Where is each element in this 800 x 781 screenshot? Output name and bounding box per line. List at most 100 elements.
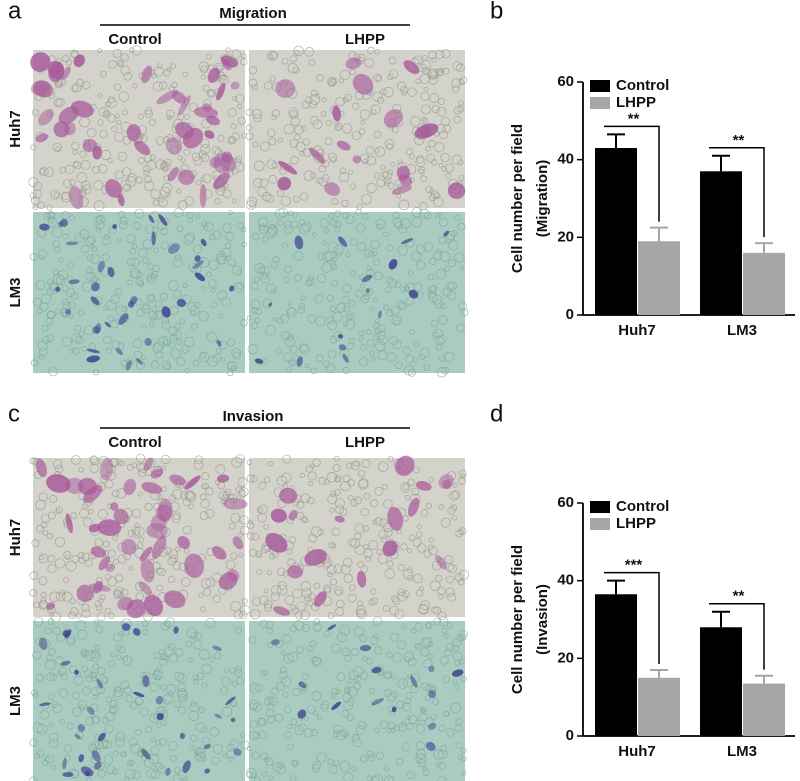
cell-texture <box>89 703 99 713</box>
column-label: LHPP <box>345 31 385 48</box>
cell-texture <box>320 700 330 709</box>
stain <box>92 580 103 594</box>
cell-texture <box>433 328 443 338</box>
stain <box>97 732 106 742</box>
stain <box>132 628 141 636</box>
stain <box>387 506 404 531</box>
cell-texture <box>72 82 82 93</box>
cell-texture <box>367 46 375 55</box>
stain <box>443 230 450 237</box>
cell-texture <box>428 653 434 660</box>
cell-texture <box>444 554 454 564</box>
cell-texture <box>435 268 447 280</box>
cell-texture <box>440 117 450 127</box>
y-tick-label: 40 <box>557 151 574 168</box>
cell-texture <box>293 250 304 262</box>
cell-texture <box>103 110 110 116</box>
cell-texture <box>191 152 201 162</box>
cell-texture <box>283 220 292 229</box>
stain <box>167 166 179 182</box>
cell-texture <box>225 559 236 570</box>
cell-texture <box>372 774 384 781</box>
legend-label: LHPP <box>616 515 656 532</box>
cell-texture <box>266 570 273 576</box>
cell-texture <box>283 276 290 284</box>
cell-texture <box>330 490 337 498</box>
cell-texture <box>331 264 338 271</box>
cell-texture <box>277 220 284 227</box>
cell-texture <box>397 223 408 234</box>
cell-texture <box>420 91 430 101</box>
cell-texture <box>141 323 147 329</box>
cell-texture <box>253 113 262 123</box>
cell-texture <box>46 211 55 220</box>
cell-texture <box>378 529 388 540</box>
stain <box>65 309 71 315</box>
cell-texture <box>400 543 408 551</box>
cell-texture <box>438 504 445 510</box>
cell-texture <box>380 164 386 170</box>
cell-texture <box>246 767 257 779</box>
cell-texture <box>258 730 267 739</box>
stain <box>398 174 413 187</box>
stain <box>156 712 164 721</box>
cell-texture <box>363 248 373 258</box>
micrograph <box>246 616 468 781</box>
stain <box>60 660 71 666</box>
cell-texture <box>56 591 66 602</box>
cell-texture <box>312 760 322 770</box>
cell-texture <box>240 525 250 535</box>
cell-texture <box>135 453 146 463</box>
cell-texture <box>457 476 466 485</box>
cell-texture <box>174 254 182 262</box>
cell-texture <box>354 496 363 505</box>
cell-texture <box>311 691 322 702</box>
cell-texture <box>422 636 433 647</box>
stain <box>92 326 101 334</box>
cell-texture <box>231 680 238 687</box>
stain <box>206 115 221 126</box>
cell-texture <box>232 95 238 101</box>
cell-texture <box>209 233 216 241</box>
cell-texture <box>287 334 294 341</box>
cell-texture <box>317 528 325 536</box>
cell-texture <box>52 459 63 469</box>
stain <box>177 169 195 185</box>
cell-texture <box>455 323 465 333</box>
cell-texture <box>435 343 443 351</box>
cell-texture <box>246 196 258 207</box>
stain <box>165 137 182 155</box>
cell-texture <box>131 269 141 279</box>
cell-texture <box>176 357 186 367</box>
cell-texture <box>150 746 160 756</box>
cell-texture <box>210 287 216 294</box>
cell-texture <box>404 697 411 705</box>
stain <box>407 497 420 517</box>
stain <box>155 695 164 705</box>
cell-texture <box>399 286 406 293</box>
cell-texture <box>349 68 356 76</box>
cell-texture <box>114 113 120 119</box>
cell-texture <box>248 519 254 525</box>
cell-texture <box>134 696 144 706</box>
cell-texture <box>212 594 221 604</box>
cell-texture <box>72 706 82 717</box>
cell-texture <box>435 336 445 345</box>
cell-texture <box>77 309 85 316</box>
cell-texture <box>438 593 444 600</box>
cell-texture <box>342 366 350 375</box>
cell-texture <box>288 107 299 117</box>
cell-texture <box>302 517 309 524</box>
cell-texture <box>363 543 369 550</box>
cell-texture <box>446 471 457 481</box>
cell-texture <box>126 257 136 267</box>
stain <box>356 570 367 588</box>
cell-texture <box>120 680 130 690</box>
cell-texture <box>408 534 416 542</box>
cell-texture <box>412 573 423 584</box>
stain <box>395 455 415 476</box>
cell-texture <box>364 57 375 68</box>
cell-texture <box>225 47 232 54</box>
cell-texture <box>157 567 166 577</box>
stain <box>214 713 222 719</box>
